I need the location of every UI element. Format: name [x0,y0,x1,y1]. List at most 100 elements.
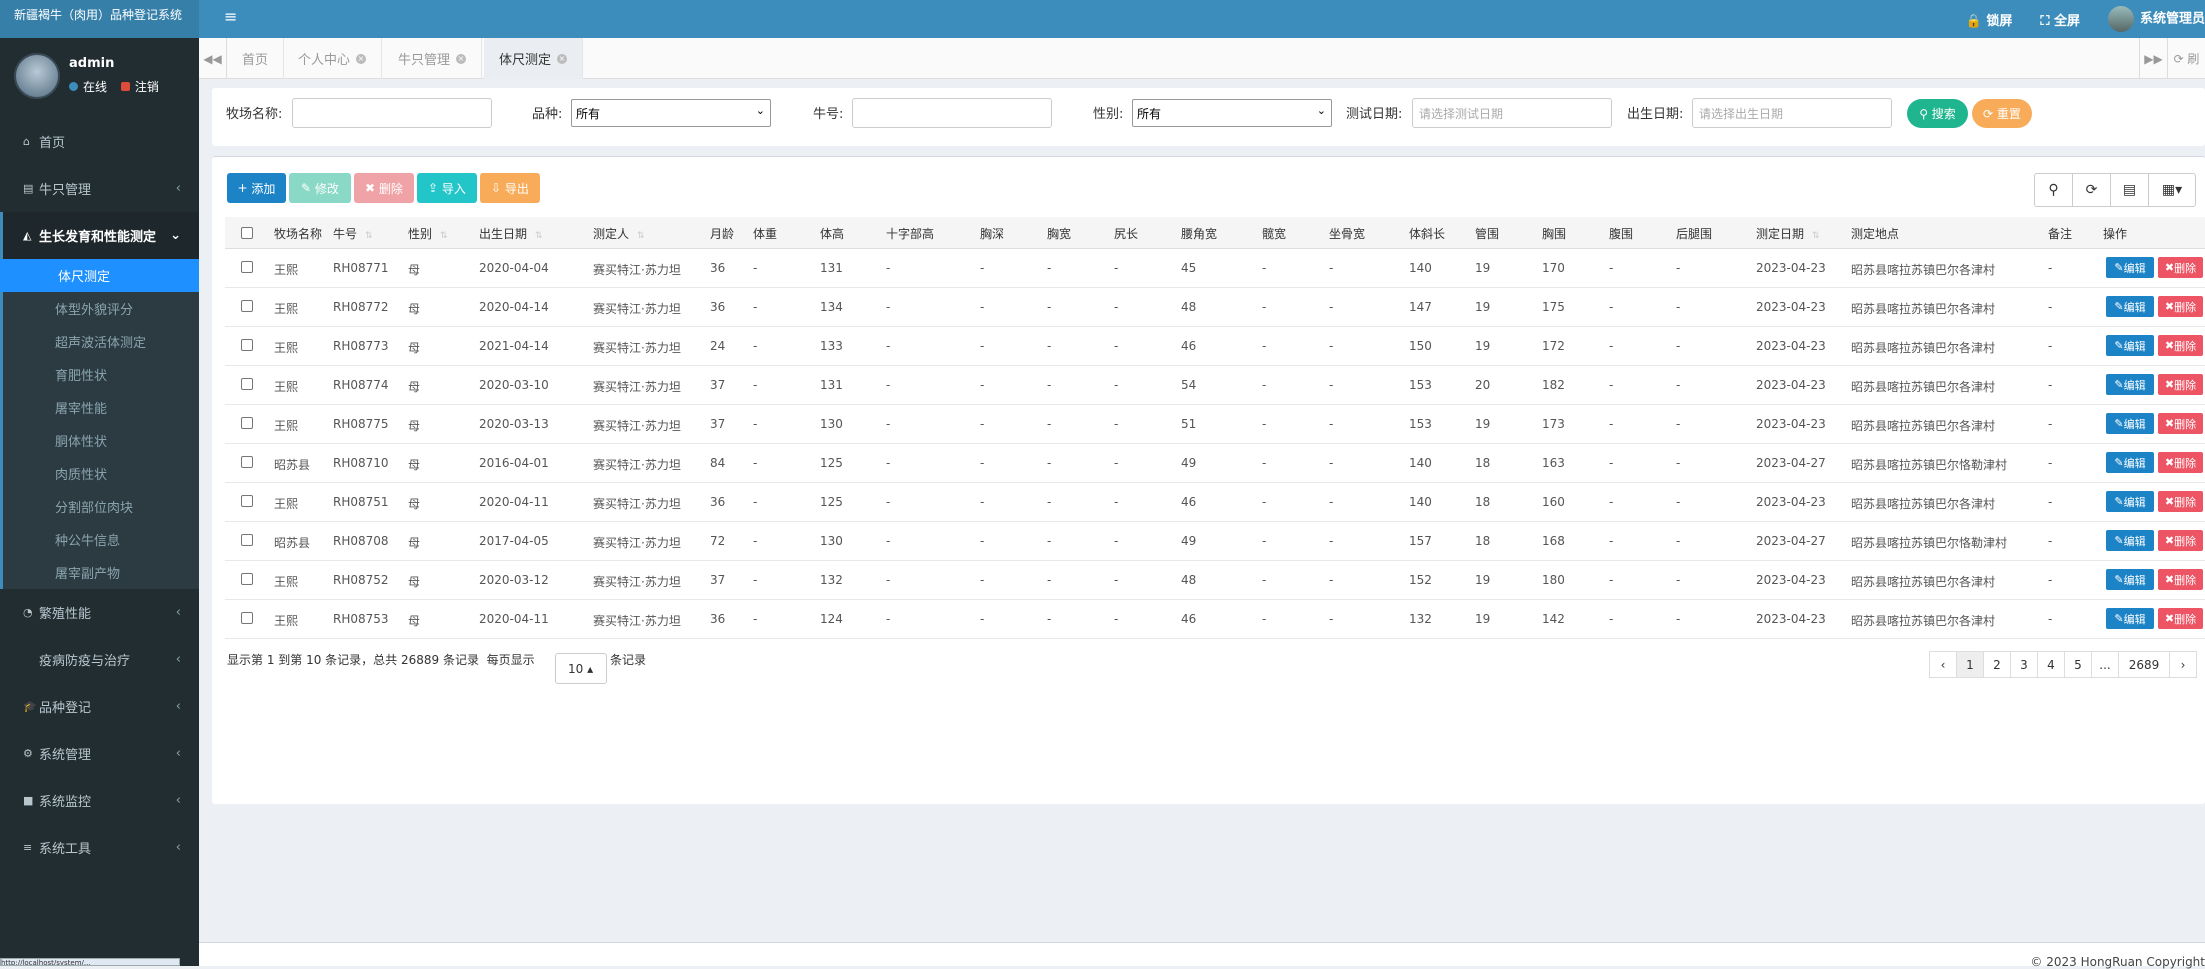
submenu-item-meat-quality[interactable]: 肉质性状 [55,468,108,483]
col-remark[interactable]: 备注 [2048,227,2073,241]
edit-button[interactable]: ✎ 修改 [289,173,351,203]
submenu-item-bull-info[interactable]: 种公牛信息 [55,534,121,549]
submenu-item-ultrasound[interactable]: 超声波活体测定 [55,336,147,351]
row-delete-button[interactable]: ✖ 删除 [2158,491,2203,512]
row-edit-button[interactable]: ✎ 编辑 [2106,296,2154,317]
table-row[interactable]: 王熙 RH08775 母 2020-03-13 赛买特江·苏力坦 37 - 130 - - - - 51… [225,405,2205,444]
row-checkbox[interactable] [241,573,253,585]
col-cattle-no[interactable]: 牛号 ⇅ [333,225,373,242]
sidebar-item-growth[interactable]: ◭ 生长发育和性能测定 ⌄ [0,212,199,259]
table-search-icon[interactable]: ⚲ [2034,173,2073,207]
tab-home[interactable]: 首页 [227,38,285,79]
row-checkbox[interactable] [241,495,253,507]
sidebar-item-system[interactable]: ⚙ 系统管理 ‹ [0,730,199,777]
test-date-input[interactable]: 请选择测试日期 [1412,98,1612,128]
close-icon[interactable]: × [456,53,467,64]
col-pin-width[interactable]: 坐骨宽 [1329,227,1366,241]
submenu-item-carcass[interactable]: 胴体性状 [55,435,108,450]
close-icon[interactable]: × [557,53,568,64]
submenu-item-cuts[interactable]: 分割部位肉块 [55,501,134,516]
col-belly-girth[interactable]: 腹围 [1609,227,1634,241]
col-weight[interactable]: 体重 [753,227,778,241]
col-cannon[interactable]: 管围 [1475,227,1500,241]
search-button[interactable]: ⚲ 搜索 [1907,99,1968,128]
row-edit-button[interactable]: ✎ 编辑 [2106,335,2154,356]
row-edit-button[interactable]: ✎ 编辑 [2106,530,2154,551]
page-button[interactable]: 5 [2064,651,2092,678]
close-icon[interactable]: × [356,53,367,64]
import-button[interactable]: ⇪ 导入 [417,173,477,203]
page-next-button[interactable]: › [2169,651,2197,678]
col-test-date[interactable]: 测定日期 ⇅ [1756,225,1820,242]
col-body-length[interactable]: 体斜长 [1409,227,1446,241]
cattle-no-input[interactable] [852,98,1052,128]
col-location[interactable]: 测定地点 [1851,227,1900,241]
submenu-item-byproducts[interactable]: 屠宰副产物 [55,567,121,582]
reset-button[interactable]: ⟳ 重置 [1972,99,2032,128]
col-chest-girth[interactable]: 胸围 [1542,227,1567,241]
row-edit-button[interactable]: ✎ 编辑 [2106,374,2154,395]
table-row[interactable]: 昭苏县 RH08710 母 2016-04-01 赛买特江·苏力坦 84 - 125 - - - - 4… [225,444,2205,483]
col-hip-width[interactable]: 腰角宽 [1181,227,1218,241]
lock-screen-button[interactable]: 🔒 锁屏 [1965,13,2013,29]
row-edit-button[interactable]: ✎ 编辑 [2106,491,2154,512]
delete-button[interactable]: ✖ 删除 [354,173,414,203]
row-edit-button[interactable]: ✎ 编辑 [2106,608,2154,629]
sidebar-item-disease[interactable]: 疫病防疫与治疗 ‹ [0,636,199,683]
col-birth-date[interactable]: 出生日期 ⇅ [479,225,543,242]
table-row[interactable]: 王熙 RH08771 母 2020-04-04 赛买特江·苏力坦 36 - 131 - - - - 45… [225,249,2205,288]
row-checkbox[interactable] [241,300,253,312]
row-edit-button[interactable]: ✎ 编辑 [2106,452,2154,473]
col-chest-width[interactable]: 胸宽 [1047,227,1072,241]
menu-toggle-icon[interactable]: ≡ [224,7,238,26]
row-edit-button[interactable]: ✎ 编辑 [2106,569,2154,590]
table-row[interactable]: 王熙 RH08752 母 2020-03-12 赛买特江·苏力坦 37 - 132 - - - - 48… [225,561,2205,600]
sidebar-item-cattle[interactable]: ▤ 牛只管理 ‹ [0,165,199,212]
submenu-item-slaughter[interactable]: 屠宰性能 [55,402,108,417]
page-button[interactable]: 3 [2010,651,2038,678]
col-hip-height[interactable]: 十字部高 [886,227,935,241]
sex-select[interactable]: 所有 ⌄ [1132,99,1332,127]
table-refresh-icon[interactable]: ⟳ [2072,173,2111,207]
farm-input[interactable] [292,98,492,128]
submenu-item-fattening[interactable]: 育肥性状 [55,369,108,384]
tab-profile[interactable]: 个人中心 × [283,38,383,79]
row-checkbox[interactable] [241,378,253,390]
row-edit-button[interactable]: ✎ 编辑 [2106,257,2154,278]
page-prev-button[interactable]: ‹ [1929,651,1957,678]
tabs-next-button[interactable]: ▶▶ [2139,38,2167,79]
sidebar-item-monitor[interactable]: ■ 系统监控 ‹ [0,777,199,824]
page-button[interactable]: 2 [1983,651,2011,678]
sidebar-item-registration[interactable]: 🎓 品种登记 ‹ [0,683,199,730]
col-measurer[interactable]: 测定人 ⇅ [593,225,645,242]
table-row[interactable]: 王熙 RH08753 母 2020-04-11 赛买特江·苏力坦 36 - 124 - - - - 46… [225,600,2205,639]
page-button[interactable]: ... [2091,651,2119,678]
tabs-prev-button[interactable]: ◀◀ [199,38,227,79]
page-button[interactable]: 2689 [2118,651,2170,678]
row-delete-button[interactable]: ✖ 删除 [2158,452,2203,473]
sidebar-item-home[interactable]: ⌂ 首页 [0,118,199,165]
table-row[interactable]: 王熙 RH08751 母 2020-04-11 赛买特江·苏力坦 36 - 125 - - - - 46… [225,483,2205,522]
export-button[interactable]: ⇩ 导出 [480,173,540,203]
row-delete-button[interactable]: ✖ 删除 [2158,374,2203,395]
page-size-select[interactable]: 10 ▴ [555,653,607,684]
admin-menu[interactable]: 系统管理员 [2107,6,2205,32]
row-delete-button[interactable]: ✖ 删除 [2158,413,2203,434]
row-delete-button[interactable]: ✖ 删除 [2158,296,2203,317]
add-button[interactable]: + 添加 [227,173,286,203]
col-thurl-width[interactable]: 髋宽 [1262,227,1287,241]
table-row[interactable]: 王熙 RH08774 母 2020-03-10 赛买特江·苏力坦 37 - 131 - - - - 54… [225,366,2205,405]
page-button[interactable]: 1 [1956,651,1984,678]
row-checkbox[interactable] [241,612,253,624]
tab-body-size[interactable]: 体尺测定 × [484,38,584,79]
table-toggle-view-icon[interactable]: ▤ [2110,173,2149,207]
page-button[interactable]: 4 [2037,651,2065,678]
row-delete-button[interactable]: ✖ 删除 [2158,530,2203,551]
logout-link[interactable]: 注销 [120,80,159,94]
col-height[interactable]: 体高 [820,227,845,241]
col-farm[interactable]: 牧场名称 [274,225,322,242]
col-age[interactable]: 月龄 [710,227,735,241]
birth-date-input[interactable]: 请选择出生日期 [1692,98,1892,128]
submenu-item-body-size[interactable]: 体尺测定 [0,259,199,292]
col-hind-leg[interactable]: 后腿围 [1676,227,1713,241]
